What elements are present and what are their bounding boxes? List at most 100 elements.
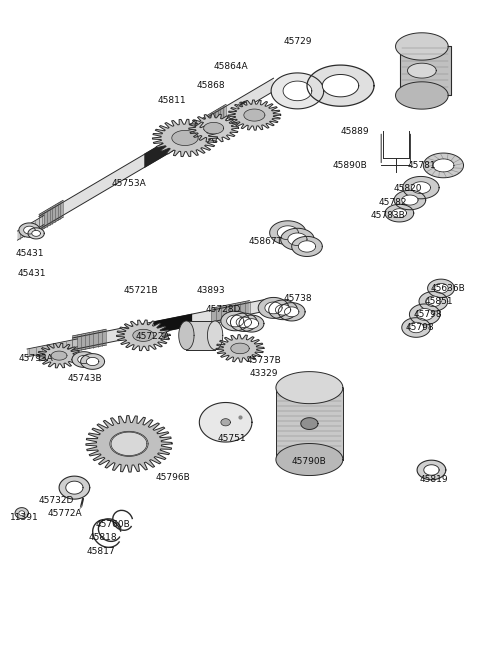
Text: 45793A: 45793A [19,354,53,364]
Polygon shape [66,481,83,494]
Text: 45796B: 45796B [156,474,191,482]
Polygon shape [111,432,147,456]
Polygon shape [402,195,418,205]
Polygon shape [276,305,291,315]
Polygon shape [133,329,154,341]
Polygon shape [416,309,433,320]
Polygon shape [423,153,464,178]
Polygon shape [153,119,217,157]
Polygon shape [231,343,249,354]
Polygon shape [207,321,223,350]
Polygon shape [276,443,343,476]
Text: 45431: 45431 [15,249,44,258]
Polygon shape [419,291,448,311]
Text: 45729: 45729 [283,37,312,46]
Polygon shape [117,320,170,350]
Polygon shape [426,296,441,307]
Polygon shape [72,352,96,367]
Polygon shape [403,176,439,199]
Polygon shape [230,313,257,331]
Polygon shape [400,47,451,96]
Polygon shape [51,351,67,360]
Polygon shape [216,335,264,362]
Text: 45851: 45851 [424,297,453,306]
Polygon shape [417,460,446,480]
Text: 45867T: 45867T [249,236,283,246]
Text: 45431: 45431 [18,269,47,278]
Polygon shape [221,419,230,426]
Text: 45732D: 45732D [38,496,74,504]
Text: 45783B: 45783B [371,210,406,219]
Text: 45737B: 45737B [247,356,281,365]
Polygon shape [78,356,90,364]
Text: 11391: 11391 [10,513,39,521]
Polygon shape [28,228,44,239]
Polygon shape [110,431,148,457]
Polygon shape [299,241,316,252]
Polygon shape [244,109,265,121]
Polygon shape [408,322,424,333]
Text: 45782: 45782 [379,198,408,206]
Polygon shape [396,82,448,109]
Polygon shape [265,302,282,314]
Polygon shape [32,231,40,236]
Text: 45798: 45798 [413,310,442,319]
Polygon shape [81,354,105,369]
Polygon shape [172,130,198,145]
Text: 45722A: 45722A [136,332,170,341]
Polygon shape [323,75,359,97]
Polygon shape [428,279,455,297]
Polygon shape [408,63,436,78]
Polygon shape [236,317,252,328]
Polygon shape [270,221,306,245]
Text: 45818: 45818 [89,533,118,542]
Polygon shape [179,321,194,350]
Polygon shape [433,159,454,172]
Text: 45819: 45819 [420,475,449,483]
Text: 45772A: 45772A [48,509,82,517]
Polygon shape [276,371,343,403]
Text: 45864A: 45864A [214,62,249,71]
Text: 45798: 45798 [405,323,434,332]
Polygon shape [189,114,239,142]
Text: 45781: 45781 [408,161,436,170]
Text: 45738: 45738 [283,293,312,303]
Text: 45889: 45889 [340,127,369,136]
Polygon shape [278,303,305,321]
Text: 45868: 45868 [197,81,226,90]
Polygon shape [402,318,431,337]
Polygon shape [204,122,224,134]
Polygon shape [15,508,28,519]
Polygon shape [411,181,431,193]
Text: 45890B: 45890B [333,161,368,170]
Text: 45760B: 45760B [96,520,130,529]
Text: 45728D: 45728D [206,305,241,314]
Polygon shape [59,476,90,499]
Polygon shape [37,343,81,368]
Text: 45820: 45820 [393,185,422,193]
Polygon shape [392,209,407,217]
Text: 45751: 45751 [218,434,247,443]
Polygon shape [19,223,40,237]
Text: 45817: 45817 [87,546,116,555]
Polygon shape [86,358,99,365]
Polygon shape [396,33,448,60]
Polygon shape [227,315,244,327]
Polygon shape [199,403,252,442]
Polygon shape [307,65,374,106]
Polygon shape [244,319,259,328]
Polygon shape [301,418,318,430]
Polygon shape [19,511,24,515]
Polygon shape [86,416,172,472]
Polygon shape [221,311,250,331]
Text: 45811: 45811 [158,96,186,105]
Polygon shape [288,233,307,246]
Polygon shape [394,191,426,210]
Text: 45636B: 45636B [431,284,466,293]
Polygon shape [281,229,314,250]
Polygon shape [285,307,299,317]
Polygon shape [385,204,414,222]
Polygon shape [434,284,448,293]
Polygon shape [283,81,312,101]
Text: 43329: 43329 [250,369,278,378]
